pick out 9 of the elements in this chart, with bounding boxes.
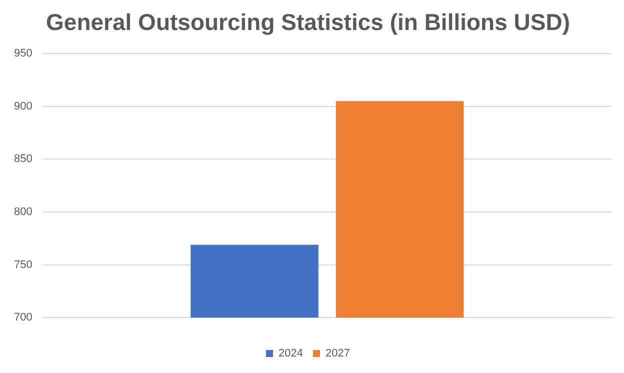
- y-tick-label: 800: [14, 206, 32, 218]
- y-tick-label: 850: [14, 153, 32, 166]
- y-tick-label: 700: [14, 312, 32, 324]
- legend-label: 2024: [278, 348, 304, 360]
- y-tick-label: 750: [14, 258, 32, 271]
- legend-label: 2027: [326, 348, 350, 360]
- y-tick-label: 950: [14, 48, 32, 60]
- chart-title: General Outsourcing Statistics (in Billions USD): [46, 9, 570, 36]
- y-tick-label: 900: [14, 100, 32, 112]
